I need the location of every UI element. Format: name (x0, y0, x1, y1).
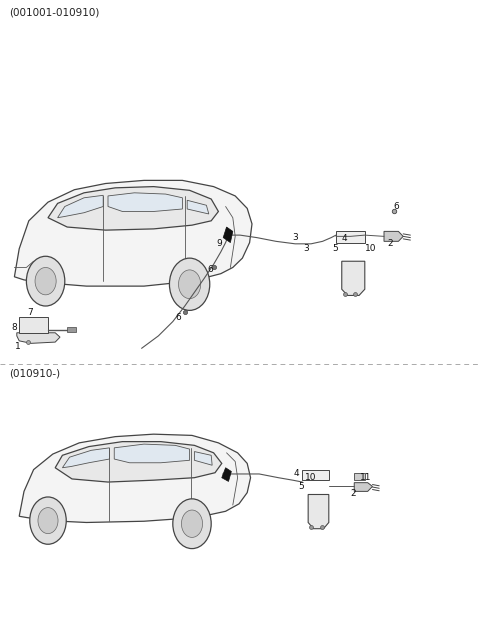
Polygon shape (14, 180, 252, 286)
Polygon shape (19, 434, 251, 522)
Text: 5: 5 (299, 482, 304, 491)
Circle shape (179, 270, 201, 299)
Text: (001001-010910): (001001-010910) (10, 7, 100, 17)
Text: 7: 7 (27, 308, 33, 317)
Polygon shape (187, 200, 209, 214)
Text: 4: 4 (294, 470, 300, 478)
Text: 11: 11 (360, 473, 372, 482)
Text: 6: 6 (207, 265, 213, 274)
Circle shape (26, 256, 65, 306)
Text: 2: 2 (387, 239, 393, 248)
Polygon shape (17, 333, 60, 343)
Text: 1: 1 (15, 342, 21, 351)
FancyBboxPatch shape (67, 327, 76, 332)
Text: 10: 10 (365, 244, 376, 253)
Polygon shape (308, 494, 329, 529)
Circle shape (38, 508, 58, 534)
Text: (010910-): (010910-) (10, 369, 61, 379)
Polygon shape (108, 193, 182, 211)
Text: 6: 6 (176, 313, 181, 322)
FancyBboxPatch shape (302, 470, 329, 480)
Polygon shape (62, 448, 109, 468)
Circle shape (35, 267, 56, 295)
Polygon shape (222, 468, 231, 481)
Polygon shape (48, 187, 218, 230)
Circle shape (181, 510, 203, 537)
Text: 5: 5 (332, 244, 338, 253)
Text: 10: 10 (305, 473, 317, 482)
FancyBboxPatch shape (354, 473, 365, 480)
Polygon shape (342, 261, 365, 295)
Text: 2: 2 (350, 489, 356, 498)
Polygon shape (114, 444, 190, 463)
Text: 9: 9 (216, 239, 222, 248)
Polygon shape (223, 227, 233, 243)
Text: 8: 8 (12, 323, 17, 332)
Circle shape (169, 258, 210, 310)
Text: 6: 6 (394, 202, 399, 211)
Circle shape (30, 497, 66, 544)
Text: 4: 4 (342, 234, 348, 243)
Polygon shape (354, 483, 372, 491)
Polygon shape (194, 452, 212, 465)
Polygon shape (55, 442, 222, 482)
FancyBboxPatch shape (336, 231, 365, 243)
FancyBboxPatch shape (19, 317, 48, 333)
Text: 3: 3 (303, 244, 309, 253)
Text: 3: 3 (292, 233, 298, 242)
Polygon shape (384, 231, 403, 241)
Polygon shape (58, 195, 103, 218)
Circle shape (173, 499, 211, 549)
